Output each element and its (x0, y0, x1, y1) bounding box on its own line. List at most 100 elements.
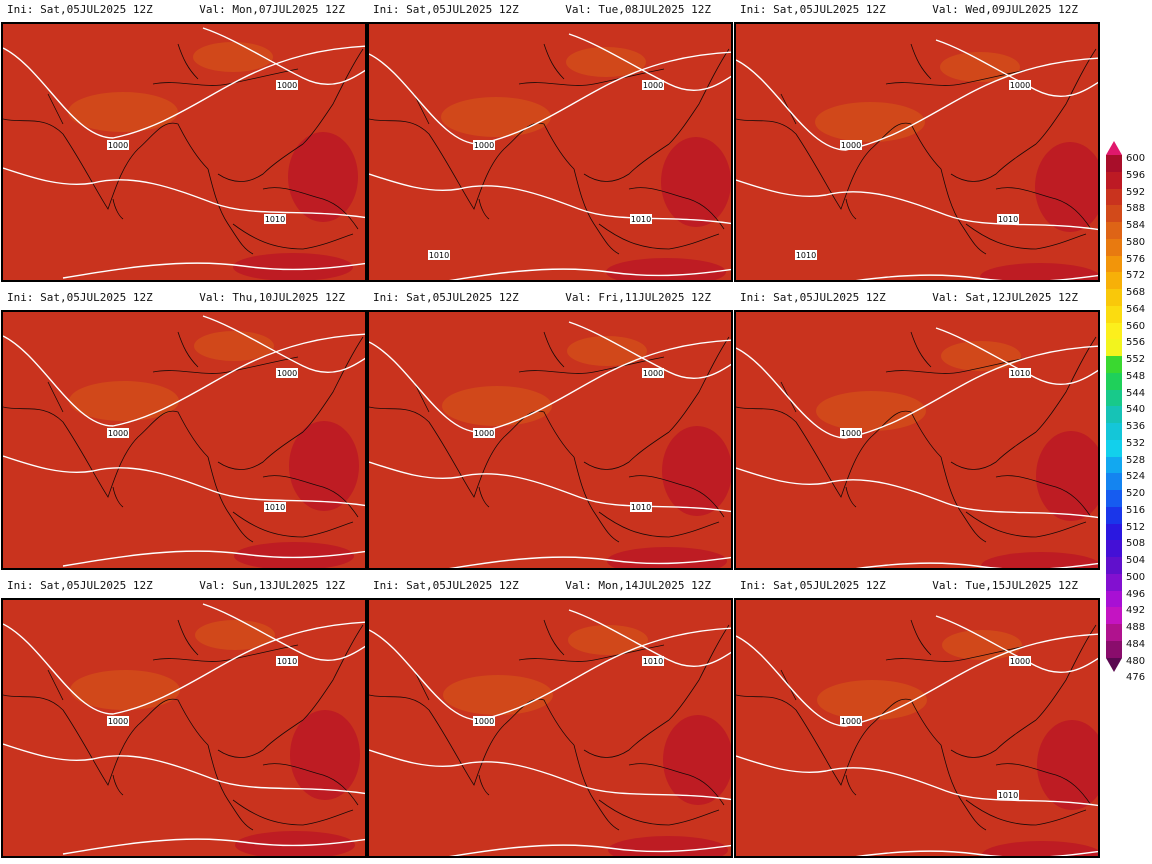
panel-header: Ini: Sat,05JUL2025 12Z Val: Fri,11JUL2025… (367, 288, 733, 308)
pressure-isobar (736, 57, 1098, 151)
pressure-isobar (369, 461, 731, 513)
svg-text:1000: 1000 (474, 717, 494, 726)
legend-tick-label: 500 (1126, 571, 1146, 583)
pressure-isobar (3, 45, 365, 139)
map-canvas: 1000 1010 (736, 312, 1098, 568)
legend-swatch (1106, 255, 1122, 273)
coastline (518, 336, 730, 433)
color-legend: 600 596 592 588 584 580 576 572 568 564 560 556 552 5… (1104, 141, 1152, 686)
valid-time-label: Val: Tue,15JUL2025 12Z (932, 579, 1078, 592)
isobar-label: 1000 (107, 140, 129, 150)
coastline (598, 475, 725, 538)
init-time-label: Ini: Sat,05JUL2025 12Z (7, 579, 153, 592)
coastline (940, 719, 1037, 831)
legend-swatch (1106, 171, 1122, 189)
pressure-isobar (935, 327, 1098, 385)
valid-time-label: Val: Sun,13JUL2025 12Z (199, 579, 345, 592)
legend-swatch (1106, 557, 1122, 574)
height-anomaly-shade (661, 137, 731, 227)
coastline (232, 763, 359, 826)
legend-tick-label: 548 (1126, 370, 1146, 382)
coastline (47, 619, 199, 796)
height-anomaly-shade (941, 341, 1021, 371)
height-anomaly-shade (443, 675, 553, 715)
legend-tick-label: 508 (1126, 538, 1146, 550)
pressure-isobar (202, 603, 365, 661)
isobar-label: 1000 (276, 368, 298, 378)
isobar-label: 1010 (1009, 368, 1031, 378)
legend-swatch (1106, 640, 1122, 658)
coastline (232, 187, 359, 250)
coastline (573, 431, 670, 543)
pressure-isobar (935, 39, 1098, 97)
svg-text:1000: 1000 (643, 81, 663, 90)
legend-swatch (1106, 456, 1122, 474)
init-time-label: Ini: Sat,05JUL2025 12Z (740, 291, 886, 304)
legend-swatch (1106, 473, 1122, 490)
coastline (207, 719, 304, 831)
coastline (598, 187, 725, 250)
svg-text:1010: 1010 (1010, 369, 1030, 378)
valid-time-label: Val: Tue,08JUL2025 12Z (565, 3, 711, 16)
legend-tick-label: 496 (1126, 588, 1146, 600)
legend-swatch (1106, 590, 1122, 608)
isobar-label: 1010 (997, 214, 1019, 224)
legend-tick-label: 532 (1126, 437, 1146, 449)
legend-tick-label: 592 (1126, 186, 1146, 198)
valid-time-label: Val: Mon,14JUL2025 12Z (565, 579, 711, 592)
svg-text:1000: 1000 (841, 141, 861, 150)
height-anomaly-shade (982, 841, 1098, 856)
legend-swatch (1106, 624, 1122, 641)
coastline (965, 187, 1092, 250)
legend-swatch (1106, 389, 1122, 407)
pressure-isobar (62, 550, 365, 567)
pressure-isobar (855, 850, 1098, 856)
legend-tick-label: 580 (1126, 236, 1146, 248)
height-anomaly-shade (194, 331, 274, 361)
legend-swatch (1106, 372, 1122, 390)
pressure-isobar (369, 51, 731, 145)
map-panel: 1000 1000 1010 (367, 310, 733, 570)
legend-swatch (1106, 506, 1122, 524)
isobar-label: 1010 (276, 656, 298, 666)
legend-tick-label: 516 (1126, 504, 1146, 516)
height-anomaly-shade (662, 426, 731, 516)
svg-text:1010: 1010 (998, 791, 1018, 800)
isobar-label: 1010 (630, 502, 652, 512)
legend-swatch (1106, 339, 1122, 356)
height-anomaly-shade (442, 386, 552, 426)
isobar-label: 1010 (997, 790, 1019, 800)
height-field (369, 600, 731, 856)
legend-swatch (1106, 356, 1122, 373)
map-canvas: 1000 1000 1010 1010 (736, 24, 1098, 280)
height-anomaly-shade (816, 391, 926, 431)
coastline (152, 624, 364, 721)
legend-swatch (1106, 523, 1122, 541)
coastline (598, 763, 725, 826)
coastline (940, 143, 1037, 255)
map-canvas: 1000 1010 (369, 600, 731, 856)
map-canvas: 1000 1000 1010 (3, 312, 365, 568)
svg-text:1000: 1000 (643, 369, 663, 378)
legend-swatch (1106, 205, 1122, 222)
legend-swatch (1106, 155, 1122, 172)
init-time-label: Ini: Sat,05JUL2025 12Z (7, 291, 153, 304)
isobar-label: 1000 (473, 716, 495, 726)
isobar-label: 1010 (264, 502, 286, 512)
isobar-label: 1000 (473, 140, 495, 150)
coastline (573, 143, 670, 255)
svg-text:1000: 1000 (277, 81, 297, 90)
height-anomaly-shade (288, 132, 358, 222)
legend-tick-label: 564 (1126, 303, 1146, 315)
pressure-isobar (62, 262, 365, 279)
isobar-label: 1010 (642, 656, 664, 666)
panel-header: Ini: Sat,05JUL2025 12Z Val: Tue,15JUL2025… (734, 576, 1100, 596)
svg-text:1010: 1010 (265, 503, 285, 512)
pressure-isobar (369, 749, 731, 801)
legend-tick-label: 524 (1126, 471, 1146, 483)
height-anomaly-shade (233, 253, 353, 280)
panel-header: Ini: Sat,05JUL2025 12Z Val: Mon,07JUL2025… (1, 0, 367, 20)
pressure-isobar (62, 838, 365, 855)
legend-tick-label: 504 (1126, 555, 1146, 566)
legend-tick-label: 572 (1126, 270, 1146, 282)
